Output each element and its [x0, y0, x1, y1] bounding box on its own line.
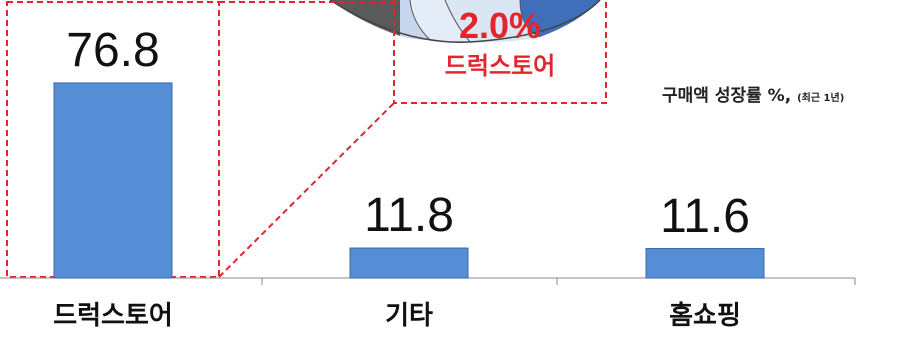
pie-slice-light-2	[410, 0, 470, 43]
pie-slice-light-3	[445, 0, 540, 43]
data-label: 76.8	[66, 23, 160, 77]
data-label: 11.6	[660, 189, 750, 243]
bar-0	[53, 82, 173, 279]
callout-share-value: 2.0%	[458, 5, 542, 46]
bars	[53, 82, 765, 279]
category-label: 기타	[385, 301, 433, 331]
category-label: 드럭스토어	[53, 301, 173, 331]
pie-fragment	[329, 0, 601, 43]
pie-outline	[329, 0, 601, 43]
category-label: 홈쇼핑	[669, 301, 741, 331]
subtitle-note: (최근 1년)	[797, 93, 845, 104]
highlight-box-pie	[393, 0, 607, 104]
subtitle-main: 구매액 성장률 %,	[662, 86, 792, 106]
chart-subtitle: 구매액 성장률 %, (최근 1년)	[662, 88, 844, 105]
pie-slice-edges	[409, 0, 541, 43]
pie-slice-dark	[330, 0, 400, 36]
callout-share-label: 드럭스토어	[444, 52, 556, 80]
data-label: 11.8	[364, 189, 454, 243]
bar-1	[349, 247, 469, 279]
x-axis	[0, 277, 856, 285]
connector-bottom	[218, 102, 395, 278]
pie-slice-blue	[520, 0, 600, 37]
bar-2	[645, 248, 765, 279]
